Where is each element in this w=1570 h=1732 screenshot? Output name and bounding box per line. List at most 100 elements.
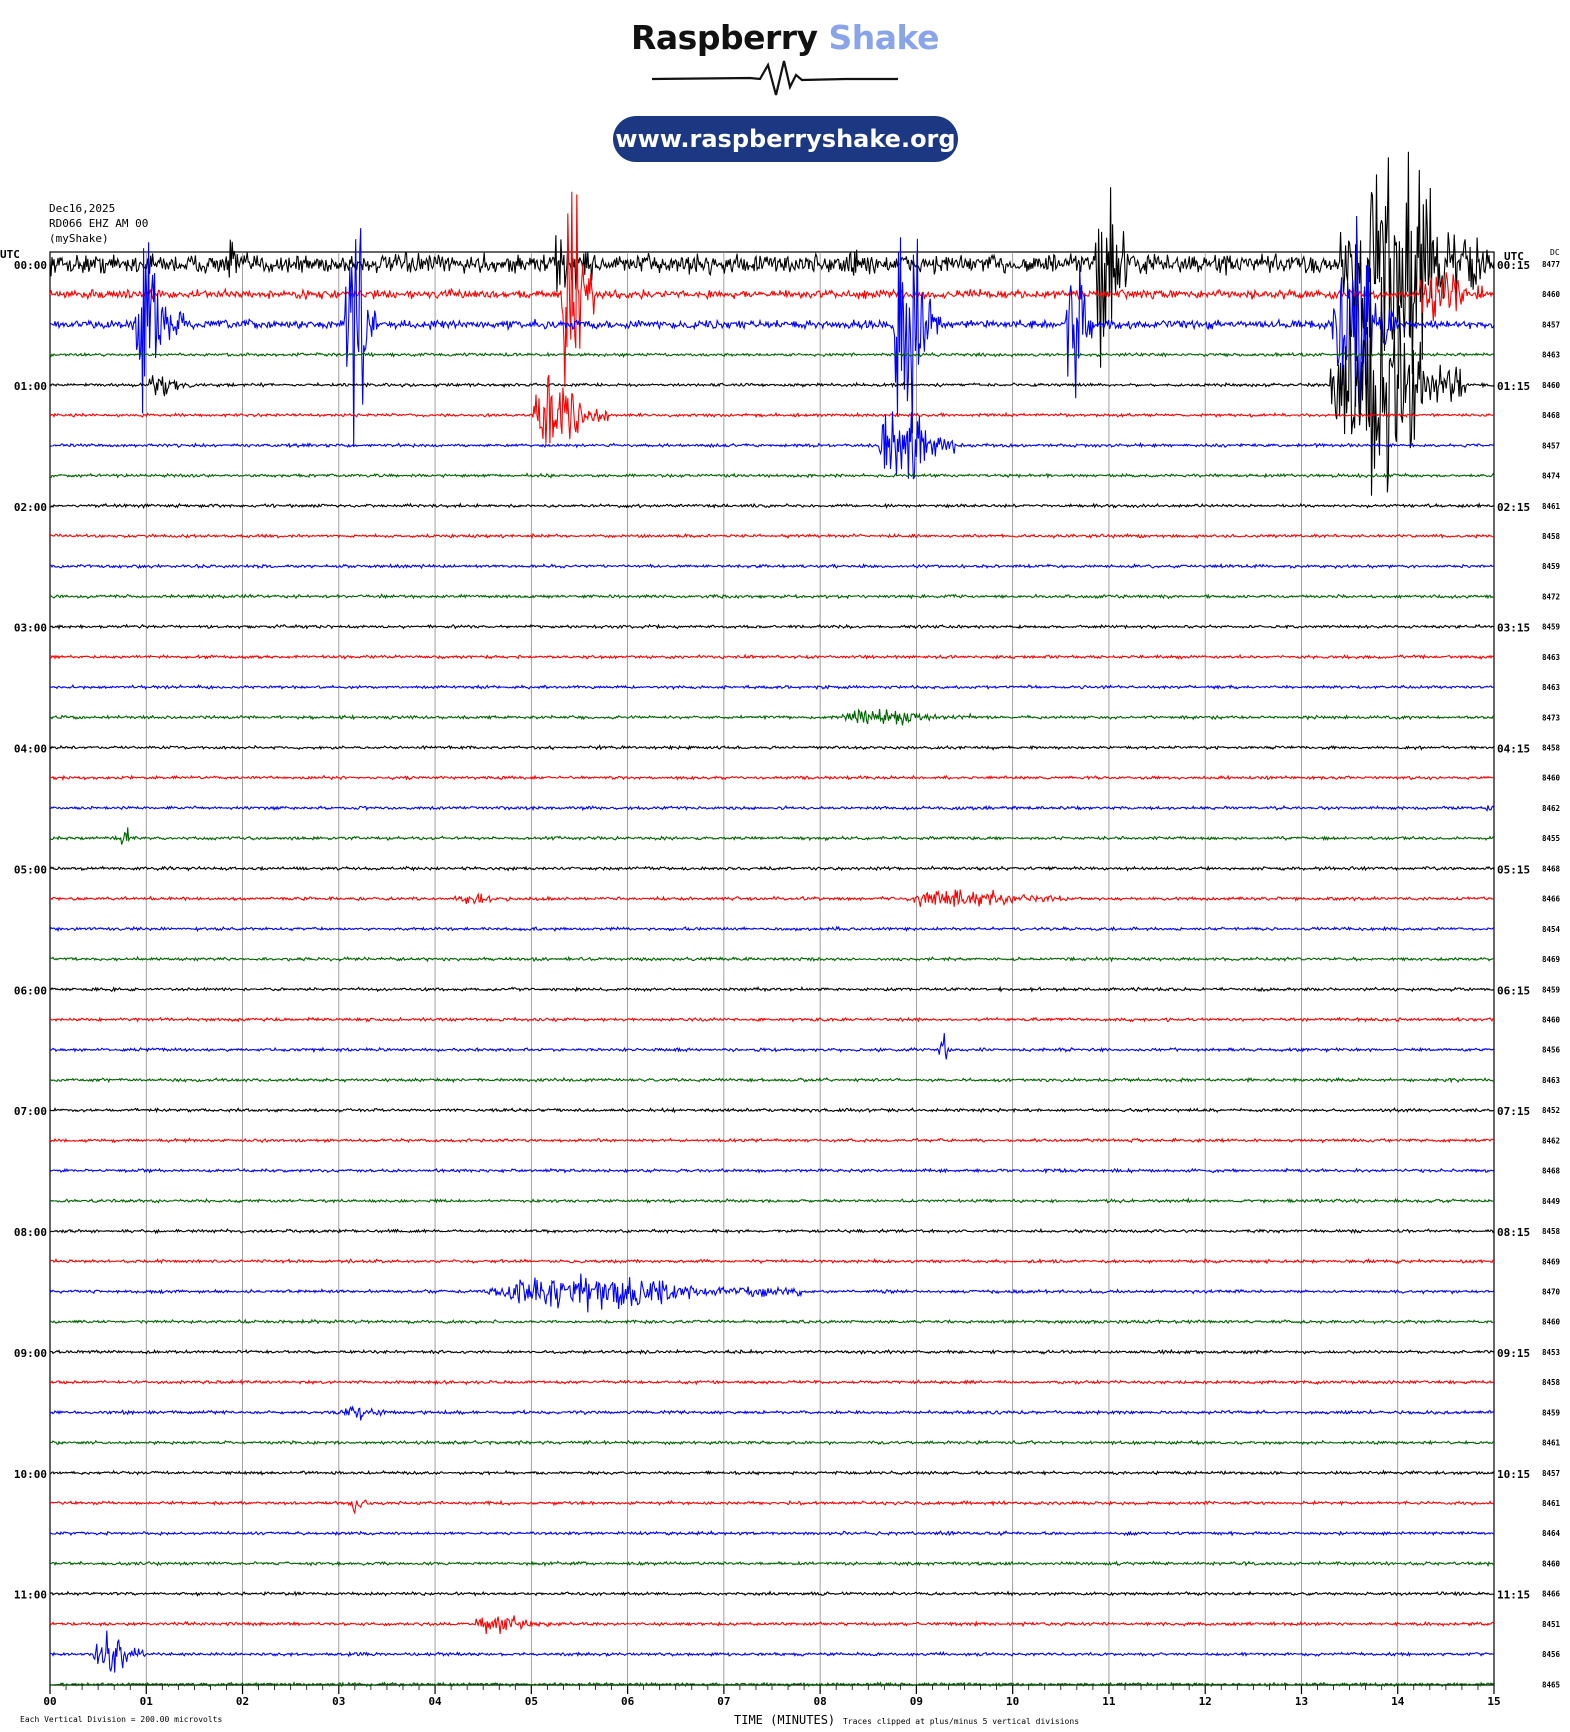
dc-value-label: 8457: [1542, 441, 1560, 450]
grid-lines: [49, 252, 1495, 1694]
trace-line: [49, 1378, 1495, 1386]
trace-line: [49, 623, 1495, 630]
raspberry-shake-logo: Raspberry Shake: [600, 18, 970, 105]
trace-line: [49, 1197, 1495, 1204]
x-tick-label: 06: [621, 1695, 635, 1708]
trace-line: [49, 1529, 1495, 1537]
dc-value-label: 8449: [1542, 1197, 1561, 1206]
dc-value-label: 8459: [1542, 623, 1561, 632]
trace-line: [49, 827, 1495, 845]
right-hour-label: 00:15: [1497, 259, 1530, 272]
dc-value-label: 8460: [1542, 290, 1561, 299]
left-hour-label: 10:00: [14, 1468, 47, 1481]
trace-line: [49, 1681, 1495, 1688]
trace-line: [49, 1167, 1495, 1175]
trace-line: [49, 1318, 1495, 1325]
seismogram-logo-icon: [651, 60, 898, 96]
website-url-button[interactable]: www.raspberryshake.org: [613, 116, 958, 162]
dc-value-label: 8461: [1542, 502, 1561, 511]
right-hour-label: 05:15: [1497, 863, 1530, 876]
dc-value-label: 8469: [1542, 1257, 1561, 1266]
dc-value-label: 8454: [1542, 925, 1561, 934]
trace-line: [49, 865, 1495, 872]
left-hour-label: 11:00: [14, 1589, 47, 1602]
dc-value-label: 8461: [1542, 1499, 1561, 1508]
dc-value-label: 8458: [1542, 532, 1561, 541]
trace-line: [49, 1016, 1495, 1023]
dc-value-label: 8460: [1542, 1318, 1561, 1327]
trace-line: [49, 653, 1495, 660]
trace-line: [49, 151, 1495, 375]
owner-label: (myShake): [49, 232, 109, 245]
x-tick-label: 13: [1295, 1695, 1308, 1708]
x-tick-label: 03: [332, 1695, 345, 1708]
dc-value-label: 8452: [1542, 1106, 1560, 1115]
trace-line: [49, 708, 1495, 726]
plot-frame: [49, 251, 1495, 1686]
trace-line: [49, 215, 1495, 447]
logo-title: Raspberry Shake: [600, 18, 970, 57]
trace-line: [49, 411, 1495, 480]
trace-line: [49, 1405, 1495, 1421]
trace-line: [49, 1257, 1495, 1265]
dc-value-label: 8457: [1542, 1469, 1560, 1478]
trace-line: [49, 744, 1495, 751]
trace-line: [49, 925, 1494, 933]
dc-value-label: 8468: [1542, 864, 1561, 873]
right-timezone-label: UTC: [1504, 250, 1524, 263]
x-tick-label: 04: [428, 1695, 442, 1708]
trace-line: [49, 1033, 1495, 1060]
dc-value-label: 8466: [1542, 895, 1561, 904]
clip-note: Traces clipped at plus/minus 5 vertical …: [843, 1717, 1079, 1726]
logo-word-raspberry: Raspberry: [631, 18, 818, 57]
left-hour-label: 01:00: [14, 380, 47, 393]
dc-value-label: 8459: [1542, 1408, 1561, 1417]
right-hour-label: 11:15: [1497, 1589, 1530, 1602]
right-hour-label: 04:15: [1497, 743, 1530, 756]
right-hour-label: 01:15: [1497, 380, 1530, 393]
trace-line: [49, 1227, 1495, 1235]
left-hour-label: 08:00: [14, 1226, 47, 1239]
dc-value-label: 8461: [1542, 1439, 1561, 1448]
trace-line: [49, 1273, 1495, 1313]
x-tick-label: 14: [1391, 1695, 1405, 1708]
trace-line: [49, 191, 1495, 387]
dc-value-label: 8474: [1542, 472, 1561, 481]
right-hour-label: 03:15: [1497, 622, 1530, 635]
trace-line: [49, 1469, 1495, 1476]
dc-value-label: 8463: [1542, 683, 1561, 692]
x-tick-label: 08: [814, 1695, 827, 1708]
trace-line: [49, 804, 1495, 812]
dc-value-label: 8472: [1542, 592, 1560, 601]
trace-line: [49, 1106, 1495, 1114]
dc-value-label: 8457: [1542, 320, 1560, 329]
trace-group: [49, 151, 1495, 1688]
trace-line: [49, 593, 1495, 600]
date-label: Dec16,2025: [49, 202, 115, 215]
dc-value-label: 8469: [1542, 955, 1561, 964]
trace-line: [49, 351, 1495, 359]
dc-value-label: 8462: [1542, 1136, 1560, 1145]
trace-line: [49, 1137, 1495, 1144]
right-hour-label: 08:15: [1497, 1226, 1530, 1239]
vertical-division-note: Each Vertical Division = 200.00 microvol…: [20, 1715, 222, 1724]
left-timezone-label: UTC: [0, 248, 20, 261]
dc-value-label: 8468: [1542, 411, 1561, 420]
right-hour-label: 02:15: [1497, 501, 1530, 514]
dc-value-label: 8465: [1542, 1680, 1560, 1689]
dc-value-label: 8464: [1542, 1529, 1561, 1538]
x-tick-label: 01: [140, 1695, 154, 1708]
x-tick-label: 09: [910, 1695, 923, 1708]
x-tick-label: 15: [1487, 1695, 1500, 1708]
trace-line: [49, 268, 1495, 496]
dc-value-label: 8462: [1542, 804, 1560, 813]
x-tick-label: 10: [1006, 1695, 1019, 1708]
dc-value-label: 8458: [1542, 1378, 1561, 1387]
dc-value-label: 8470: [1542, 1287, 1561, 1296]
dc-value-label: 8473: [1542, 713, 1561, 722]
dc-value-label: 8451: [1542, 1620, 1561, 1629]
left-hour-label: 00:00: [14, 259, 47, 272]
right-hour-label: 09:15: [1497, 1347, 1530, 1360]
x-tick-label: 11: [1102, 1695, 1116, 1708]
